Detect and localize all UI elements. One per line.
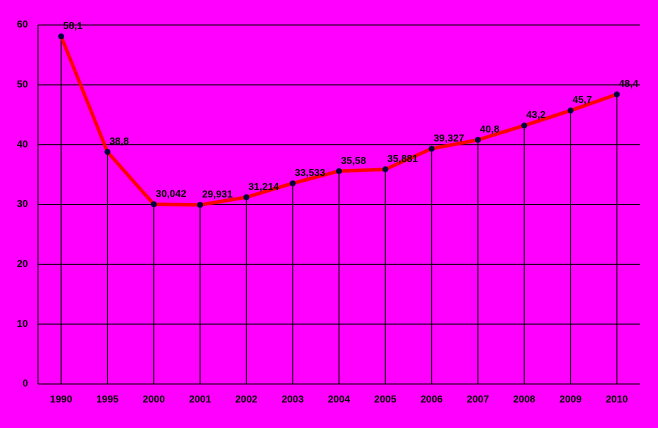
x-tick-label: 2005: [374, 395, 397, 406]
data-point: [197, 201, 204, 208]
y-tick-label: 50: [17, 79, 29, 90]
x-tick-label: 2007: [467, 395, 490, 406]
x-tick-label: 2009: [559, 395, 582, 406]
y-tick-label: 40: [17, 139, 29, 150]
data-point: [474, 136, 481, 143]
x-tick-label: 1995: [96, 395, 119, 406]
x-tick-label: 2000: [143, 395, 166, 406]
y-tick-label: 10: [17, 319, 29, 330]
data-point: [521, 122, 528, 129]
y-tick-label: 60: [17, 20, 29, 31]
data-label: 48,4: [619, 79, 639, 90]
data-point: [567, 107, 574, 114]
y-tick-label: 30: [17, 199, 29, 210]
data-label: 31,214: [248, 182, 279, 193]
data-label: 35,58: [341, 156, 366, 167]
y-tick-label: 20: [17, 259, 29, 270]
x-tick-label: 2006: [420, 395, 443, 406]
data-label: 45,7: [573, 95, 593, 106]
data-point: [289, 180, 296, 187]
data-point: [104, 148, 111, 155]
x-tick-label: 2004: [328, 395, 351, 406]
data-point: [150, 201, 157, 208]
x-tick-label: 2001: [189, 395, 212, 406]
data-label: 38,8: [109, 136, 129, 147]
data-label: 40,8: [480, 125, 500, 136]
data-point: [336, 168, 342, 175]
data-label: 33,533: [295, 168, 326, 179]
x-tick-label: 2008: [513, 395, 536, 406]
data-label: 30,042: [156, 189, 187, 200]
x-tick-label: 1990: [50, 395, 73, 406]
data-label: 35,881: [387, 154, 418, 165]
data-point: [382, 166, 389, 173]
data-point: [428, 145, 435, 152]
data-label: 58,1: [63, 21, 83, 32]
data-point: [243, 194, 250, 201]
data-label: 29,931: [202, 190, 233, 201]
data-label: 43,2: [526, 110, 546, 121]
data-point: [58, 33, 65, 40]
x-tick-label: 2003: [282, 395, 305, 406]
data-label: 39,327: [434, 133, 465, 144]
y-tick-label: 0: [22, 379, 28, 390]
data-point: [613, 91, 620, 98]
x-tick-label: 2010: [606, 395, 629, 406]
x-tick-label: 2002: [235, 395, 258, 406]
